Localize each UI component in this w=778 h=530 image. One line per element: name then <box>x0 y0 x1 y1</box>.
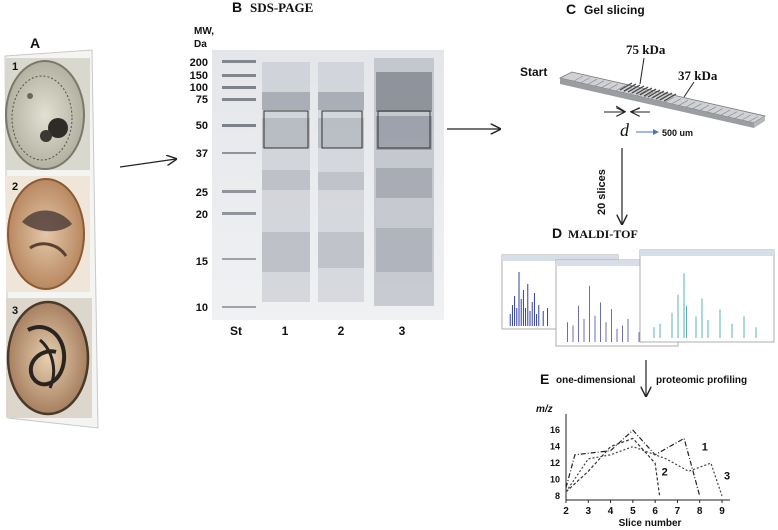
mw-marker-75: 75 <box>196 94 208 106</box>
x-axis-label: Slice number <box>619 518 682 529</box>
lane-2-smear <box>318 62 364 302</box>
series-label-2: 2 <box>662 466 668 478</box>
y-tick-16: 16 <box>550 425 560 435</box>
x-tick-3: 3 <box>586 506 592 517</box>
lane-label-3: 3 <box>399 324 406 338</box>
pointer-37 <box>683 81 695 98</box>
panel-b-title: SDS-PAGE <box>250 0 313 15</box>
image-3-number: 3 <box>12 305 18 317</box>
lane-label-1: 1 <box>282 324 289 338</box>
image-2-number: 2 <box>12 181 18 193</box>
arrow-a-to-b <box>119 159 176 168</box>
x-tick-5: 5 <box>630 506 636 517</box>
embryo-image-2: 2 <box>6 176 90 292</box>
standard-lane <box>222 60 256 308</box>
lane-3-smear <box>374 58 434 306</box>
panel-e-text-left: one-dimensional <box>556 375 636 386</box>
panel-b-label: B <box>232 0 242 15</box>
series-label-1: 1 <box>702 442 708 454</box>
mw-marker-15: 15 <box>196 256 208 268</box>
sds-page-gel <box>212 50 444 320</box>
mw-label: MW, <box>194 26 214 37</box>
x-tick-8: 8 <box>697 506 703 517</box>
y-tick-8: 8 <box>555 491 560 501</box>
gel-strip <box>558 71 767 128</box>
slice-width-indicator <box>604 105 650 112</box>
x-tick-7: 7 <box>675 506 681 517</box>
lane-label-2: 2 <box>338 324 345 338</box>
y-tick-12: 12 <box>550 458 560 468</box>
lane-2-selection-box <box>321 110 363 149</box>
series-label-3: 3 <box>724 470 730 482</box>
mw-marker-20: 20 <box>196 209 208 221</box>
mw-marker-37: 37 <box>196 148 208 160</box>
gel-start-label: Start <box>520 65 547 79</box>
mw-marker-150: 150 <box>190 70 208 82</box>
panel-d-title: MALDI-TOF <box>568 227 638 241</box>
slices-label: 20 slices <box>596 169 608 215</box>
x-tick-9: 9 <box>719 506 725 517</box>
scale-label: 500 um <box>662 128 693 138</box>
mw-marker-100: 100 <box>190 82 208 94</box>
mw-unit: Da <box>194 39 207 50</box>
embryo-image-3: 3 <box>6 298 92 418</box>
panel-a-label: A <box>30 35 40 51</box>
panel-c-title: Gel slicing <box>584 3 645 17</box>
x-tick-6: 6 <box>652 506 658 517</box>
lane-3-selection-box <box>377 110 431 149</box>
panel-c-label: C <box>566 1 576 17</box>
panel-e-label: E <box>540 371 549 387</box>
image-1-number: 1 <box>12 61 18 73</box>
series-line-1 <box>565 429 701 497</box>
panel-a-images: 1 2 3 <box>4 49 99 429</box>
lane-labels: St 1 2 3 <box>230 324 406 338</box>
y-tick-14: 14 <box>550 442 560 452</box>
mw-marker-10: 10 <box>196 302 208 314</box>
x-tick-4: 4 <box>608 506 614 517</box>
lane-1-selection-box <box>263 110 309 149</box>
maldi-spectra-windows <box>501 249 775 347</box>
spectrum-window-3 <box>639 249 775 343</box>
y-axis-label: m/z <box>536 404 553 415</box>
y-tick-10: 10 <box>550 474 560 484</box>
label-75-kda: 75 kDa <box>626 42 666 57</box>
panel-e-text-right: proteomic profiling <box>656 375 747 386</box>
lane-label-st: St <box>230 324 242 338</box>
panel-d-label: D <box>552 225 562 241</box>
lane-1-smear <box>262 62 310 302</box>
slice-width-d: d <box>620 120 630 140</box>
series-line-3 <box>565 445 723 497</box>
mw-marker-50: 50 <box>196 120 208 132</box>
mw-marker-200: 200 <box>190 57 208 69</box>
x-tick-2: 2 <box>563 506 569 517</box>
pointer-75 <box>639 57 645 85</box>
label-37-kda: 37 kDa <box>678 68 718 83</box>
embryo-image-1: 1 <box>5 58 90 170</box>
series-line-2 <box>565 437 661 496</box>
mw-marker-25: 25 <box>196 187 208 199</box>
